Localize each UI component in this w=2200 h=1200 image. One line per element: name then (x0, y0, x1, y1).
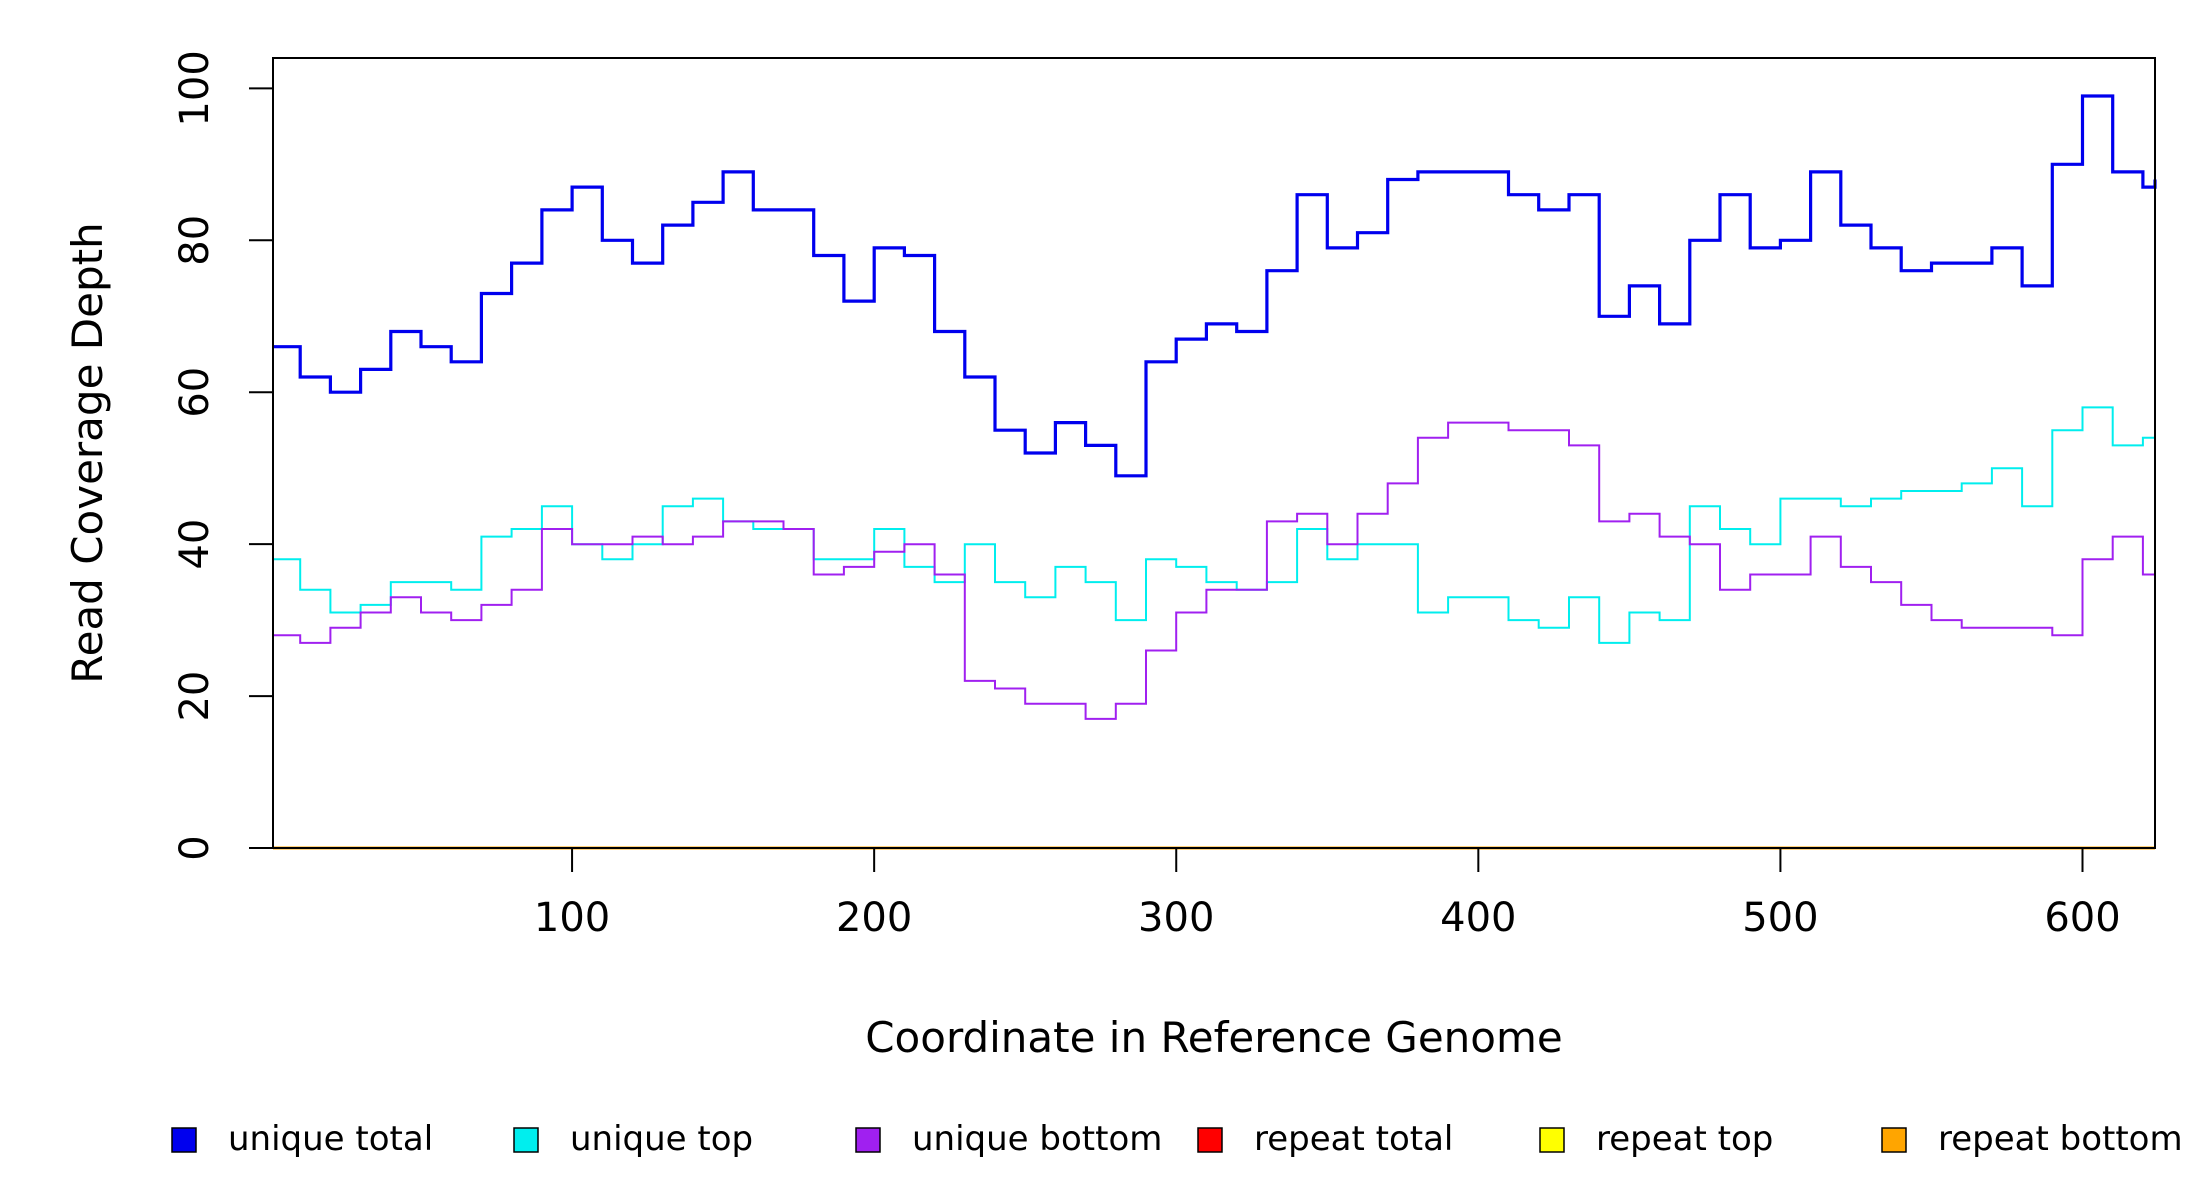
legend-item-repeat-bottom: repeat bottom (1881, 1119, 2183, 1159)
legend-swatch (171, 1127, 197, 1153)
x-tick-label: 200 (836, 895, 912, 941)
plot-frame (272, 57, 2156, 849)
legend-item-repeat-top: repeat top (1539, 1119, 1773, 1159)
series-lines (273, 94, 2157, 850)
legend-label: unique top (570, 1119, 753, 1159)
legend-swatch (1539, 1127, 1565, 1153)
x-tick-label: 400 (1440, 895, 1516, 941)
legend-item-repeat-total: repeat total (1197, 1119, 1453, 1159)
legend-label: unique total (228, 1119, 433, 1159)
legend-item-unique-bottom: unique bottom (855, 1119, 1162, 1159)
legend-swatch (855, 1127, 881, 1153)
legend-swatch (513, 1127, 539, 1153)
x-axis-title: Coordinate in Reference Genome (865, 1013, 1563, 1062)
y-tick-label: 0 (172, 835, 218, 860)
legend-item-unique-top: unique top (513, 1119, 753, 1159)
series-line-unique-bottom (273, 421, 2156, 720)
legend-label: repeat bottom (1938, 1119, 2183, 1159)
legend-label: repeat top (1596, 1119, 1773, 1159)
legend-swatch (1197, 1127, 1223, 1153)
y-tick-label: 20 (172, 671, 218, 722)
legend-item-unique-total: unique total (171, 1119, 433, 1159)
legend-swatch (1881, 1127, 1907, 1153)
y-tick-label: 60 (172, 367, 218, 418)
y-tick-label: 80 (172, 215, 218, 266)
x-tick-label: 100 (534, 895, 610, 941)
legend-label: repeat total (1254, 1119, 1453, 1159)
series-line-unique-total (273, 94, 2157, 478)
y-axis: 0 20 40 60 80 100 (172, 50, 273, 861)
series-line-unique-top (273, 406, 2156, 644)
y-tick-label: 100 (172, 50, 218, 126)
x-axis: 100 200 300 400 500 600 (534, 848, 2121, 941)
legend: unique total unique top unique bottom repea… (171, 1119, 2183, 1159)
x-tick-label: 600 (2044, 895, 2120, 941)
legend-label: unique bottom (912, 1119, 1162, 1159)
y-axis-title: Read Coverage Depth (63, 222, 112, 683)
x-tick-label: 500 (1742, 895, 1818, 941)
x-tick-label: 300 (1138, 895, 1214, 941)
y-tick-label: 40 (172, 519, 218, 570)
